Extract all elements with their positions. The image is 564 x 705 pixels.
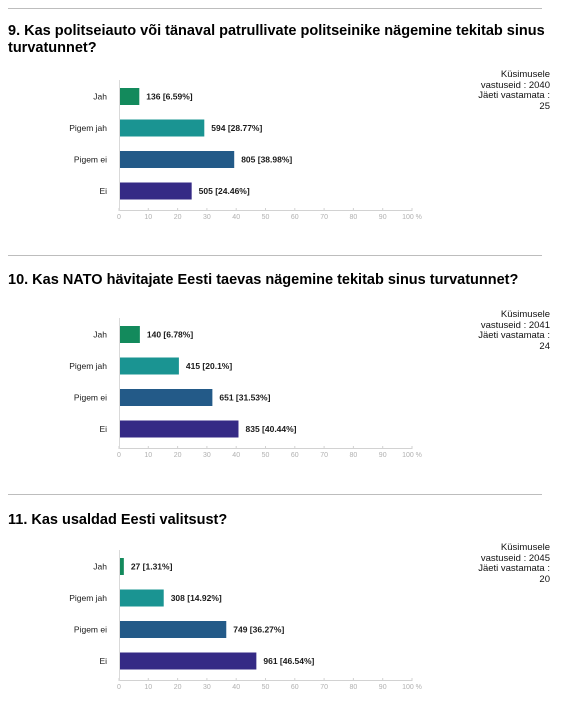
- category-label: Ei: [99, 656, 107, 666]
- category-label: Pigem ei: [74, 155, 107, 165]
- section-divider: [8, 255, 542, 256]
- bar-pigem-jah: [120, 589, 164, 607]
- x-tick-label: 0: [117, 684, 121, 691]
- x-tick-label: 70: [320, 684, 328, 691]
- x-tick-label: 40: [232, 452, 240, 459]
- x-tick-label: 20: [174, 214, 182, 221]
- x-tick-label: 100 %: [402, 452, 422, 459]
- x-tick-label: 40: [232, 214, 240, 221]
- category-label: Pigem ei: [74, 393, 107, 403]
- bar-jah: [120, 558, 124, 575]
- x-tick-label: 100 %: [402, 214, 422, 221]
- x-tick-label: 80: [350, 684, 358, 691]
- category-label: Jah: [93, 92, 107, 102]
- bar-ei: [120, 182, 192, 200]
- x-tick-label: 50: [262, 684, 270, 691]
- x-tick-label: 0: [117, 214, 121, 221]
- stats-line: 20: [539, 573, 550, 585]
- response-stats: Küsimusele vastuseid : 2041 Jäeti vastam…: [440, 309, 550, 352]
- data-label: 505 [24.46%]: [199, 186, 250, 196]
- category-label: Pigem jah: [69, 123, 107, 133]
- x-tick-label: 60: [291, 684, 299, 691]
- data-label: 136 [6.59%]: [146, 92, 192, 102]
- x-tick-label: 90: [379, 684, 387, 691]
- stats-line: Jäeti vastamata :: [478, 563, 550, 574]
- category-label: Ei: [99, 424, 107, 434]
- x-tick-label: 80: [350, 214, 358, 221]
- data-label: 805 [38.98%]: [241, 155, 292, 165]
- data-label: 415 [20.1%]: [186, 361, 232, 371]
- stats-line: 24: [539, 340, 550, 352]
- category-label: Ei: [99, 186, 107, 196]
- category-label: Jah: [93, 562, 107, 572]
- response-stats: Küsimusele vastuseid : 2040 Jäeti vastam…: [440, 69, 550, 112]
- x-tick-label: 70: [320, 214, 328, 221]
- data-label: 140 [6.78%]: [147, 330, 193, 340]
- stats-line: vastuseid : 2040: [480, 79, 550, 91]
- bar-pigem-ei: [120, 389, 213, 406]
- stats-line: vastuseid : 2045: [480, 552, 550, 564]
- x-tick-label: 10: [144, 684, 152, 691]
- bar-jah: [120, 88, 140, 105]
- data-label: 961 [46.54%]: [263, 656, 314, 666]
- bar-chart: 0 10 20 30 40 50 60 70 80 90 100 % Jah 136 [6.59%] Pi…: [69, 80, 422, 221]
- bar-jah: [120, 326, 140, 343]
- section-divider: [8, 494, 542, 495]
- x-tick-label: 50: [262, 214, 270, 221]
- x-tick-label: 60: [291, 452, 299, 459]
- x-tick-label: 10: [144, 214, 152, 221]
- bar-ei: [120, 420, 239, 438]
- section-divider: [8, 8, 542, 9]
- x-tick-label: 10: [144, 452, 152, 459]
- data-label: 835 [40.44%]: [245, 424, 296, 434]
- bar-ei: [120, 652, 257, 670]
- response-stats: Küsimusele vastuseid : 2045 Jäeti vastam…: [440, 542, 550, 585]
- bar-chart: 0 10 20 30 40 50 60 70 80 90 100 % Jah 140 [6.78%] Pi…: [69, 318, 422, 459]
- bar-pigem-jah: [120, 357, 179, 375]
- data-label: 308 [14.92%]: [171, 593, 222, 603]
- stats-line: Küsimusele: [500, 69, 550, 80]
- x-tick-label: 30: [203, 452, 211, 459]
- stats-line: Küsimusele: [500, 542, 550, 553]
- stats-line: Küsimusele: [500, 309, 550, 320]
- x-tick-label: 90: [379, 452, 387, 459]
- stats-line: Jäeti vastamata :: [478, 90, 550, 101]
- x-tick-label: 90: [379, 214, 387, 221]
- stats-line: 25: [539, 100, 550, 112]
- x-tick-label: 50: [262, 452, 270, 459]
- category-label: Jah: [93, 330, 107, 340]
- x-tick-label: 100 %: [402, 684, 422, 691]
- data-label: 651 [31.53%]: [219, 393, 270, 403]
- question-title: 9. Kas politseiauto või tänaval patrulli…: [8, 23, 545, 56]
- category-label: Pigem jah: [69, 593, 107, 603]
- bar-pigem-ei: [120, 621, 227, 638]
- x-tick-label: 20: [174, 684, 182, 691]
- x-tick-label: 30: [203, 684, 211, 691]
- data-label: 594 [28.77%]: [211, 123, 262, 133]
- x-tick-label: 40: [232, 684, 240, 691]
- category-label: Pigem ei: [74, 625, 107, 635]
- x-tick-label: 60: [291, 214, 299, 221]
- x-tick-label: 20: [174, 452, 182, 459]
- category-label: Pigem jah: [69, 361, 107, 371]
- x-tick-label: 30: [203, 214, 211, 221]
- stats-line: Jäeti vastamata :: [478, 330, 550, 341]
- x-tick-label: 70: [320, 452, 328, 459]
- question-title: 11. Kas usaldad Eesti valitsust?: [8, 512, 228, 528]
- bar-chart: 0 10 20 30 40 50 60 70 80 90 100 % Jah 27 [1.31%] Pig…: [69, 550, 422, 691]
- bar-pigem-ei: [120, 151, 235, 168]
- x-tick-label: 0: [117, 452, 121, 459]
- data-label: 749 [36.27%]: [233, 625, 284, 635]
- bar-pigem-jah: [120, 119, 205, 137]
- stats-line: vastuseid : 2041: [480, 319, 550, 331]
- data-label: 27 [1.31%]: [131, 562, 173, 572]
- x-tick-label: 80: [350, 452, 358, 459]
- question-title: 10. Kas NATO hävitajate Eesti taevas näg…: [8, 272, 519, 288]
